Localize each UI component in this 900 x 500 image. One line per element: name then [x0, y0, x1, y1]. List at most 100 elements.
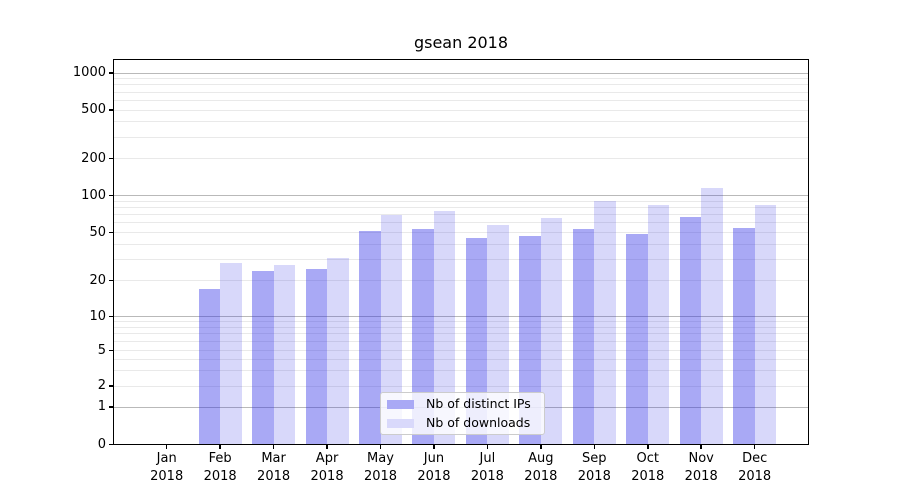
minor-gridline: [113, 350, 809, 351]
y-tick-mark: [108, 72, 113, 74]
major-gridline: [113, 195, 809, 196]
y-tick-label: 1000: [72, 65, 106, 80]
minor-gridline: [113, 214, 809, 216]
minor-gridline: [113, 280, 809, 281]
y-tick-label: 5: [97, 342, 106, 358]
minor-gridline: [113, 206, 809, 208]
bar-dec-downloads: [754, 204, 777, 445]
x-tick-label: Jul 2018: [470, 451, 504, 484]
y-tick-mark: [108, 279, 113, 282]
x-tick-mark: [219, 444, 221, 449]
y-tick-label: 10: [89, 308, 106, 324]
bar-feb-downloads: [220, 262, 242, 445]
x-tick-mark: [593, 444, 596, 449]
x-tick-mark: [486, 444, 489, 449]
minor-gridline: [113, 341, 809, 343]
y-tick-mark: [108, 157, 113, 160]
y-tick-label: 500: [81, 102, 106, 117]
x-tick-mark: [165, 444, 168, 449]
x-tick-mark: [700, 444, 702, 449]
legend: Nb of distinct IPs Nb of downloads: [380, 392, 545, 435]
x-tick-label: Jan 2018: [150, 451, 184, 484]
minor-gridline: [113, 99, 809, 101]
bar-oct-downloads: [647, 205, 670, 445]
x-tick-label: Dec 2018: [738, 451, 772, 484]
y-tick-mark: [108, 349, 113, 352]
minor-gridline: [113, 243, 809, 245]
minor-gridline: [113, 232, 809, 233]
minor-gridline: [113, 78, 809, 80]
minor-gridline: [113, 222, 809, 224]
x-tick-mark: [647, 444, 649, 449]
bar-mar-downloads: [273, 264, 296, 445]
y-tick-label: 2: [97, 378, 106, 393]
chart-title: gsean 2018: [413, 33, 509, 52]
bar-nov-ips: [679, 216, 702, 445]
y-tick-mark: [108, 231, 113, 234]
legend-label-downloads: Nb of downloads: [426, 415, 531, 430]
legend-swatch-downloads: [387, 418, 414, 428]
bar-sep-ips: [572, 229, 595, 445]
major-gridline: [113, 72, 809, 74]
minor-gridline: [113, 321, 809, 323]
x-tick-label: Aug 2018: [524, 451, 558, 484]
bar-aug-downloads: [540, 218, 563, 445]
minor-gridline: [113, 326, 809, 328]
y-tick-mark: [108, 406, 113, 408]
minor-gridline: [113, 385, 809, 387]
y-tick-label: 200: [81, 150, 106, 166]
x-tick-mark: [326, 444, 328, 449]
bar-nov-downloads: [701, 188, 723, 445]
x-tick-mark: [433, 444, 435, 449]
x-tick-label: Oct 2018: [631, 451, 665, 484]
x-tick-mark: [379, 444, 382, 449]
y-tick-mark: [108, 385, 113, 387]
bar-oct-ips: [626, 233, 648, 445]
minor-gridline: [113, 84, 809, 86]
minor-gridline: [113, 109, 809, 111]
bar-jun-ips: [412, 229, 434, 445]
bar-dec-ips: [733, 228, 755, 445]
minor-gridline: [113, 258, 809, 260]
minor-gridline: [113, 91, 809, 93]
bar-mar-ips: [252, 270, 274, 445]
y-tick-label: 20: [89, 272, 106, 288]
y-tick-mark: [108, 443, 113, 446]
minor-gridline: [113, 158, 809, 160]
minor-gridline: [113, 369, 809, 371]
minor-gridline: [113, 121, 809, 123]
bar-apr-downloads: [327, 257, 349, 445]
legend-swatch-distinct-ips: [387, 399, 414, 409]
y-tick-label: 0: [97, 436, 106, 452]
x-tick-label: Nov 2018: [684, 451, 718, 484]
x-tick-label: Sep 2018: [577, 451, 611, 484]
bar-may-ips: [359, 231, 381, 445]
y-tick-label: 100: [81, 187, 106, 203]
legend-item-distinct-ips: Nb of distinct IPs: [387, 396, 544, 412]
bar-jun-downloads: [433, 210, 456, 445]
y-tick-label: 50: [89, 224, 106, 240]
x-tick-label: May 2018: [363, 451, 398, 484]
legend-label-distinct-ips: Nb of distinct IPs: [426, 396, 531, 411]
x-tick-mark: [540, 444, 542, 449]
legend-item-downloads: Nb of downloads: [387, 415, 544, 431]
y-tick-mark: [108, 194, 113, 197]
x-tick-label: Apr 2018: [310, 451, 344, 484]
x-tick-label: Feb 2018: [203, 451, 237, 484]
minor-gridline: [113, 358, 809, 360]
x-tick-label: Mar 2018: [257, 451, 291, 484]
x-tick-mark: [753, 444, 756, 449]
bar-feb-ips: [198, 288, 221, 445]
bar-sep-downloads: [594, 201, 616, 445]
y-tick-mark: [108, 109, 113, 111]
y-tick-label: 1: [97, 399, 106, 414]
minor-gridline: [113, 136, 809, 138]
minor-gridline: [113, 333, 809, 335]
major-gridline: [113, 316, 809, 317]
minor-gridline: [113, 200, 809, 202]
y-tick-mark: [108, 315, 113, 318]
x-tick-mark: [272, 444, 275, 449]
x-tick-label: Jun 2018: [417, 451, 451, 484]
bar-apr-ips: [305, 268, 328, 445]
